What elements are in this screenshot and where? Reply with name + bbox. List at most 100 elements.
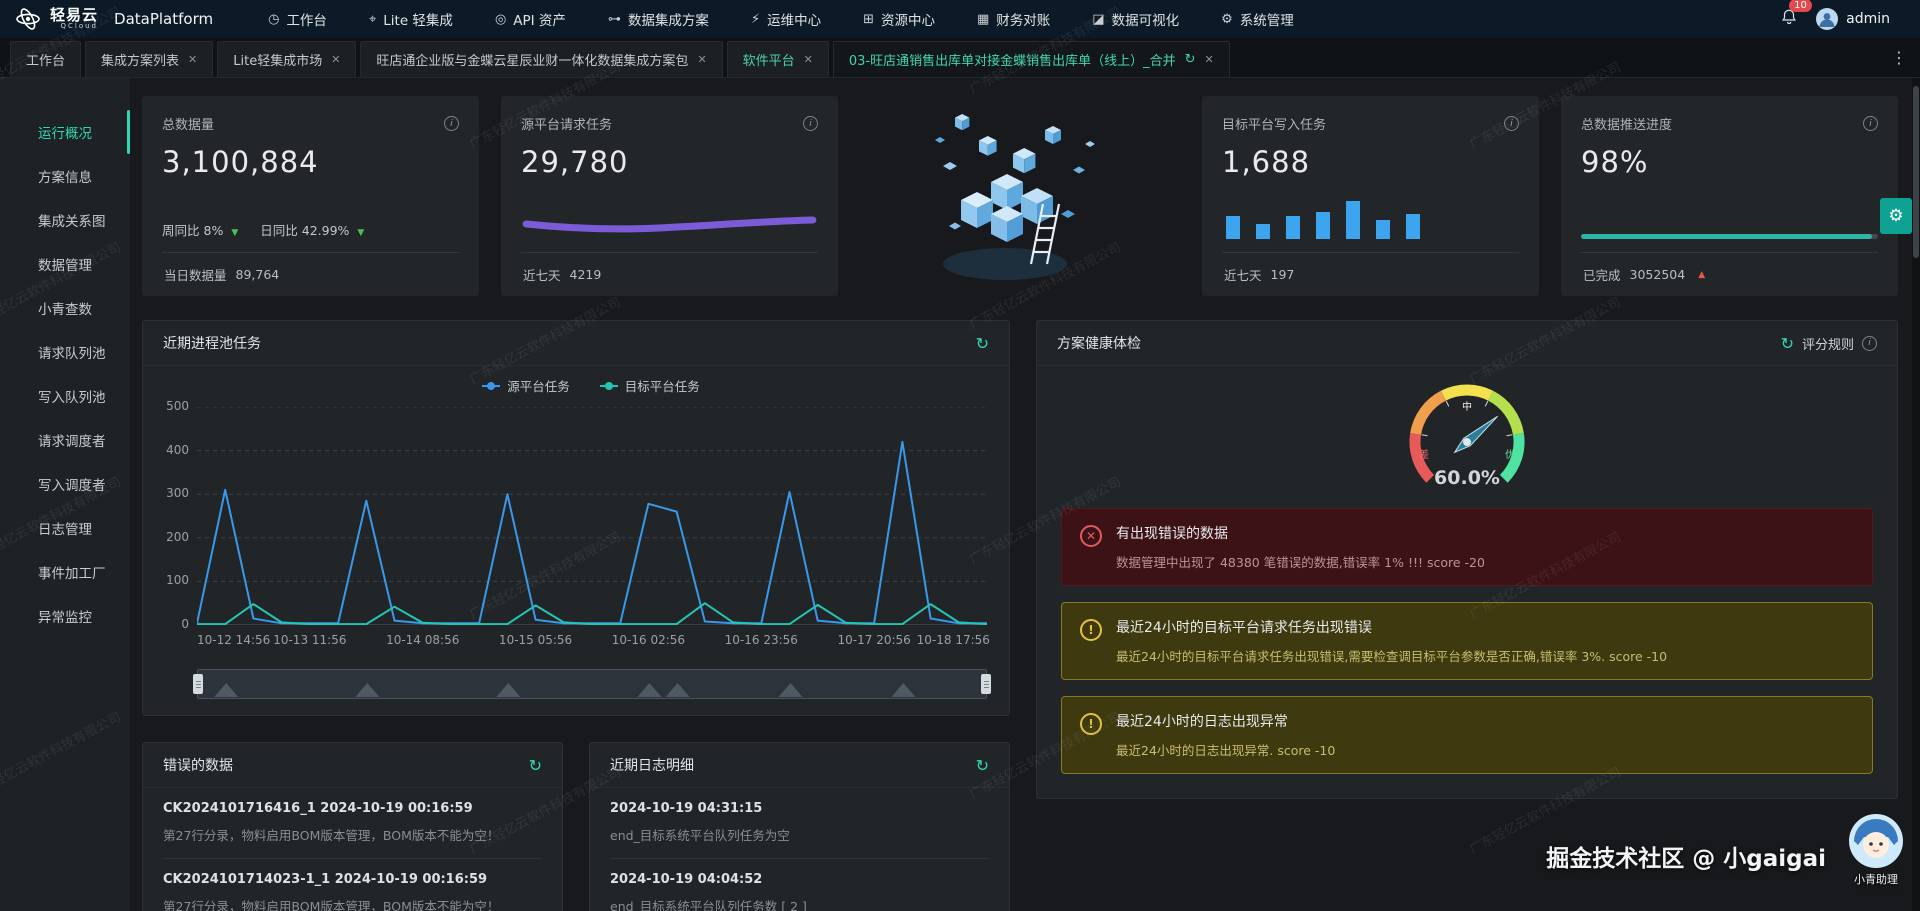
top-nav-item[interactable]: ◪ 数据可视化 (1071, 0, 1200, 38)
y-tick-label: 400 (166, 442, 189, 457)
sidebar-item[interactable]: 写入队列池 (0, 374, 130, 418)
document-tab[interactable]: 旺店通企业版与金蝶云星辰业财一体化数据集成方案包 ✕ (360, 41, 723, 77)
info-icon[interactable]: i (444, 116, 459, 131)
datazoom-brush[interactable] (193, 669, 991, 699)
health-check-panel: 方案健康体检 ↻ 评分规则 i (1036, 320, 1898, 799)
top-nav-item[interactable]: ⚙ 系统管理 (1200, 0, 1315, 38)
top-nav-item[interactable]: ⌖ Lite 轻集成 (348, 0, 474, 38)
card-footer-label: 已完成 (1583, 268, 1621, 283)
alert-desc: 最近24小时的日志出现异常. score -10 (1116, 743, 1336, 758)
list-item[interactable]: CK2024101714023-1_1 2024-10-19 00:16:59 … (163, 859, 542, 911)
info-icon[interactable]: i (1863, 116, 1878, 131)
list-item[interactable]: 2024-10-19 04:31:15 end_目标系统平台队列任务为空 (610, 788, 989, 859)
gauge-label-high: 优 (1505, 448, 1515, 461)
gauge-value: 60.0% (1434, 467, 1500, 489)
info-icon[interactable]: i (803, 116, 818, 131)
tab-close-icon[interactable]: ✕ (697, 53, 707, 66)
sidebar-item[interactable]: 事件加工厂 (0, 550, 130, 594)
top-nav-item[interactable]: ▦ 财务对账 (956, 0, 1071, 38)
info-icon[interactable]: i (1862, 335, 1877, 351)
brush-handle-left[interactable] (193, 674, 203, 694)
refresh-icon[interactable]: ↻ (975, 755, 989, 775)
stat-card-total-data: 总数据量 i 3,100,884 周同比 8% ▼ 日同比 42.99% ▼ (142, 96, 479, 296)
document-tab[interactable]: 工作台 (10, 41, 82, 77)
line-chart: 0 100 200 300 400 500 (166, 399, 988, 631)
sidebar-item-label: 数据管理 (38, 258, 92, 274)
top-nav-item-icon: ⊞ (863, 11, 874, 27)
top-nav-item-icon: ⌖ (368, 11, 377, 27)
legend-item[interactable]: 目标平台任务 (599, 376, 700, 395)
top-nav-item-icon: ◪ (1092, 11, 1105, 27)
up-triangle-icon: ▲ (1698, 269, 1706, 280)
list-item[interactable]: 2024-10-19 04:04:52 end_目标系统平台队列任务数 [ 2 … (610, 859, 989, 911)
user-avatar (1816, 8, 1839, 30)
sidebar-item[interactable]: 数据管理 (0, 242, 130, 286)
top-nav-item[interactable]: ⚡ 运维中心 (730, 0, 842, 38)
top-nav-item[interactable]: ⊞ 资源中心 (842, 0, 956, 38)
down-triangle-icon: ▼ (357, 228, 365, 238)
sidebar-item[interactable]: 异常监控 (0, 594, 130, 638)
sidebar-item[interactable]: 小青查数 (0, 286, 130, 330)
top-nav-item[interactable]: ◷ 工作台 (247, 0, 348, 38)
window-scrollbar[interactable] (1912, 78, 1920, 911)
sidebar-item-label: 请求队列池 (38, 346, 106, 362)
tab-close-icon[interactable]: ✕ (188, 53, 198, 66)
top-nav-item-label: Lite 轻集成 (383, 13, 453, 29)
tab-refresh-icon[interactable]: ↻ (1184, 52, 1196, 67)
document-tab[interactable]: 03-旺店通销售出库单对接金蝶销售出库单（线上）_合并 ↻ ✕ (832, 41, 1230, 77)
list-item[interactable]: CK2024101716416_1 2024-10-19 00:16:59 第2… (163, 788, 542, 859)
tab-close-icon[interactable]: ✕ (803, 53, 813, 66)
top-nav-item[interactable]: ◎ API 资产 (474, 0, 587, 38)
legend-item[interactable]: 源平台任务 (482, 376, 570, 395)
list-item-title: 2024-10-19 04:04:52 (610, 872, 763, 887)
refresh-icon[interactable]: ↻ (528, 755, 542, 775)
notification-badge: 10 (1789, 0, 1812, 12)
tab-label: 集成方案列表 (101, 54, 180, 69)
settings-gear-button[interactable]: ⚙ (1880, 198, 1912, 234)
top-nav-item[interactable]: ⊶ 数据集成方案 (587, 0, 730, 38)
refresh-icon[interactable]: ↻ (975, 333, 989, 353)
spark-bar (1346, 201, 1360, 239)
app-logo[interactable]: 轻易云 QCloud (14, 5, 98, 33)
sidebar-item[interactable]: 方案信息 (0, 154, 130, 198)
username: admin (1846, 11, 1890, 27)
brush-handle-right[interactable] (981, 674, 991, 694)
card-title: 总数据推送进度 (1581, 118, 1673, 133)
top-nav-item-icon: ◎ (494, 11, 507, 27)
notification-bell[interactable]: 10 (1780, 0, 1812, 30)
brand-name: 轻易云 (50, 6, 99, 24)
sidebar-item[interactable]: 集成关系图 (0, 198, 130, 242)
down-triangle-icon: ▼ (231, 228, 239, 238)
sidebar-item[interactable]: 写入调度者 (0, 462, 130, 506)
tab-label: Lite轻集成市场 (233, 54, 323, 69)
assistant-widget[interactable]: 小青助理 (1848, 813, 1904, 887)
sidebar-item[interactable]: 请求队列池 (0, 330, 130, 374)
main-content: 总数据量 i 3,100,884 周同比 8% ▼ 日同比 42.99% ▼ (130, 78, 1920, 911)
document-tab[interactable]: 软件平台 ✕ (726, 41, 829, 77)
sidebar-item[interactable]: 请求调度者 (0, 418, 130, 462)
card-title: 总数据量 (162, 118, 215, 133)
stat-card-source-requests: 源平台请求任务 i 29,780 近七天 4219 (501, 96, 838, 296)
spark-bar (1376, 220, 1390, 239)
card-footer-value: 4219 (569, 267, 602, 282)
scrollbar-thumb[interactable] (1913, 86, 1919, 258)
scoring-rules-link[interactable]: 评分规则 (1801, 337, 1854, 353)
document-tab[interactable]: 集成方案列表 ✕ (85, 41, 214, 77)
sidebar-item[interactable]: 日志管理 (0, 506, 130, 550)
product-name: DataPlatform (114, 10, 214, 28)
list-item-desc: 第27行分录，物料启用BOM版本管理，BOM版本不能为空！ (163, 828, 500, 843)
x-tick-label: 10-13 11:56 (273, 633, 347, 647)
document-tab[interactable]: Lite轻集成市场 ✕ (217, 41, 357, 77)
tab-close-icon[interactable]: ✕ (331, 53, 341, 66)
stats-row: 总数据量 i 3,100,884 周同比 8% ▼ 日同比 42.99% ▼ (142, 96, 1898, 296)
sidebar-item-label: 日志管理 (38, 522, 92, 538)
card-value: 1,688 (1222, 145, 1311, 179)
user-menu[interactable]: admin (1816, 8, 1890, 30)
card-footer-label: 当日数据量 (164, 268, 227, 283)
sidebar-item[interactable]: 运行概况 (0, 110, 130, 154)
tab-close-icon[interactable]: ✕ (1204, 53, 1214, 66)
y-tick-label: 200 (166, 529, 189, 544)
tab-more-menu[interactable]: ⋮ (1891, 48, 1907, 67)
refresh-icon[interactable]: ↻ (1780, 333, 1794, 353)
info-icon[interactable]: i (1504, 116, 1519, 131)
